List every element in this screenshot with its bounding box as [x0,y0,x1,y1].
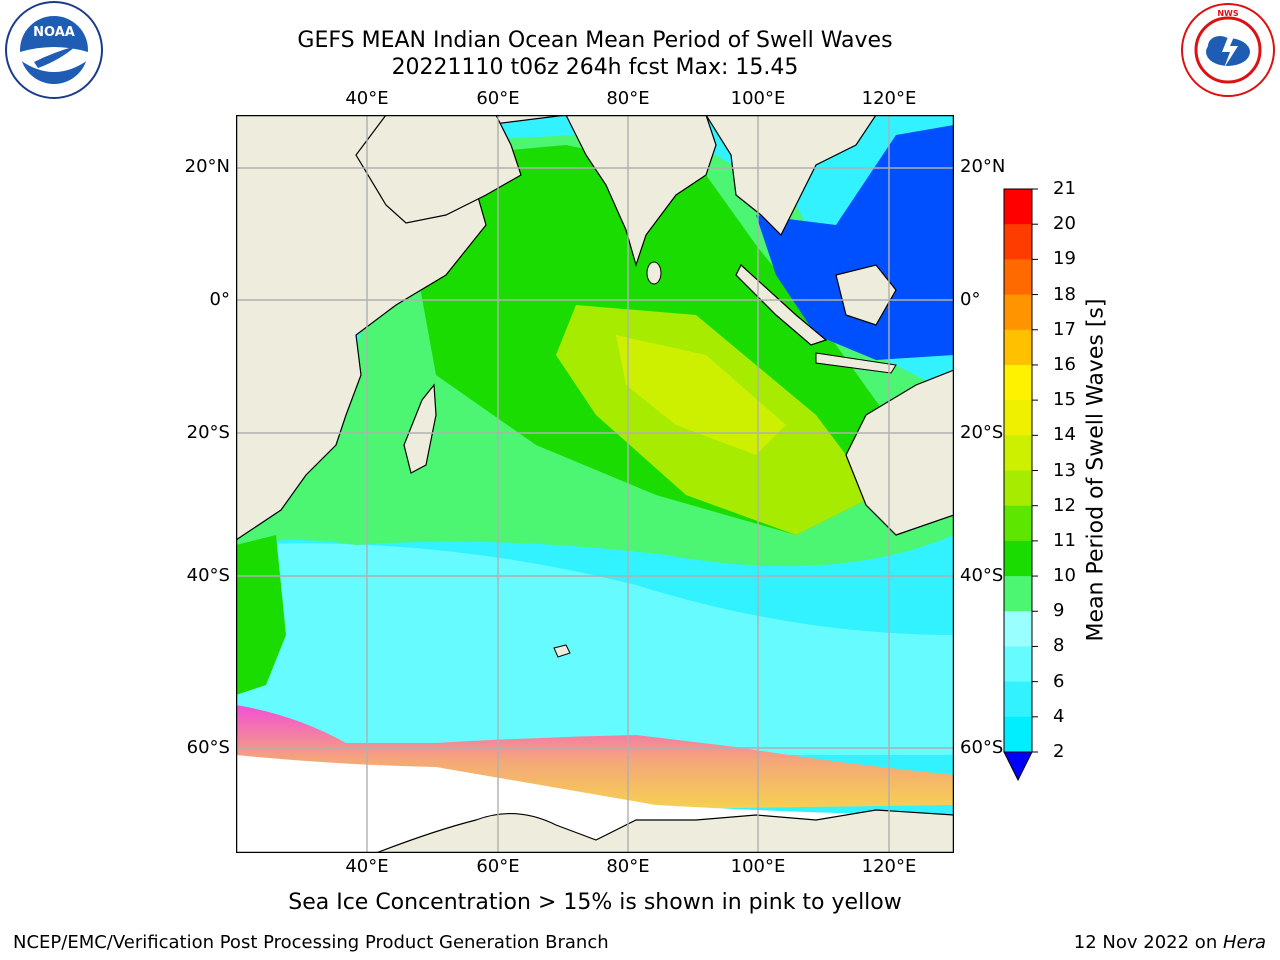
colorbar-band [1004,646,1032,683]
lat-label-right-20n: 20°N [960,156,1006,177]
noaa-logo: NOAA [5,1,103,99]
colorbar-band [1004,259,1032,296]
colorbar-band [1004,189,1032,225]
lat-label-right-20s: 20°S [960,422,1004,443]
footer-date: 12 Nov 2022 on Hera [1074,932,1266,953]
colorbar-tick-label: 14 [1053,424,1076,446]
footer-branch: NCEP/EMC/Verification Post Processing Pr… [13,932,609,953]
lat-label-left-60s: 60°S [186,737,230,758]
land-java [815,352,897,374]
land-arabia [355,115,522,224]
lat-label-left-40s: 40°S [186,565,230,586]
lon-label-bottom-40e: 40°E [345,856,389,877]
swell-band-peak [616,335,786,455]
colorbar-tick-label: 20 [1053,213,1076,235]
colorbar-tick-label: 4 [1053,705,1065,727]
colorbar-tick-label: 19 [1053,248,1076,270]
footer-host: Hera [1222,932,1266,953]
map-title: GEFS MEAN Indian Ocean Mean Period of Sw… [297,28,893,53]
land-australia [845,369,954,536]
lon-label-top-80e: 80°E [606,88,650,109]
colorbar-band [1004,400,1032,436]
colorbar-band [1004,716,1032,753]
colorbar-band [1004,576,1032,612]
colorbar-tick-label: 17 [1053,318,1076,340]
land-madagascar [403,383,437,474]
svg-text:NWS: NWS [1217,9,1239,18]
colorbar-tick-label: 2 [1053,741,1065,762]
colorbar-band [1004,505,1032,542]
lat-label-left-20s: 20°S [186,422,230,443]
colorbar-under-triangle [1003,751,1033,782]
map-subtitle: 20221110 t06z 264h fcst Max: 15.45 [391,55,799,80]
colorbar-tick-label: 9 [1053,600,1065,622]
colorbar [1003,188,1038,782]
colorbar-tick-label: 12 [1053,494,1076,516]
land-antarctica [375,809,954,853]
lat-label-right-60s: 60°S [960,737,1004,758]
colorbar-tick-label: 18 [1053,283,1076,305]
lon-label-bottom-120e: 120°E [861,856,917,877]
map-graticule [236,115,954,853]
land-borneo [835,264,897,326]
lon-label-top-60e: 60°E [476,88,520,109]
colorbar-tick-label: 6 [1053,670,1065,692]
nws-logo: NWS [1181,3,1275,97]
colorbar-band [1004,611,1032,647]
lon-label-top-120e: 120°E [861,88,917,109]
map-frame [236,115,954,853]
colorbar-tick-label: 10 [1053,565,1076,587]
land-indochina [705,115,877,237]
footer-date-text: 12 Nov 2022 on [1073,932,1223,953]
swell-band-blue [756,125,954,360]
colorbar-band [1004,364,1032,401]
land-india [565,115,717,268]
colorbar-band [1004,294,1032,331]
lon-label-bottom-100e: 100°E [730,856,786,877]
lon-label-bottom-80e: 80°E [606,856,650,877]
colorbar-tick-label: 13 [1053,459,1076,481]
colorbar-band [1004,470,1032,507]
noaa-logo-text: NOAA [33,25,75,40]
lat-label-left-20n: 20°N [184,156,230,177]
colorbar-band [1004,224,1032,260]
colorbar-tick-label: 11 [1053,529,1076,551]
swell-band-light [236,543,954,755]
colorbar-tick-label: 16 [1053,353,1076,375]
lat-label-right-40s: 40°S [960,565,1004,586]
lat-label-left-0: 0° [209,289,230,310]
colorbar-band [1004,540,1032,577]
colorbar-tick-label: 15 [1053,389,1076,411]
lon-label-bottom-60e: 60°E [476,856,520,877]
sea-ice-caption: Sea Ice Concentration > 15% is shown in … [288,890,902,915]
colorbar-tick-label: 8 [1053,635,1065,657]
colorbar-band [1004,681,1032,718]
colorbar-band [1004,329,1032,366]
swell-period-map [236,115,954,853]
land-srilanka [646,261,662,285]
colorbar-title: Mean Period of Swell Waves [s] [1083,298,1109,642]
lon-label-top-40e: 40°E [345,88,389,109]
lat-label-right-0: 0° [960,289,981,310]
land-kerguelen [553,644,571,658]
colorbar-tick-label: 21 [1053,178,1076,199]
colorbar-band [1004,435,1032,471]
lon-label-top-100e: 100°E [730,88,786,109]
swell-band-sw [236,535,286,695]
